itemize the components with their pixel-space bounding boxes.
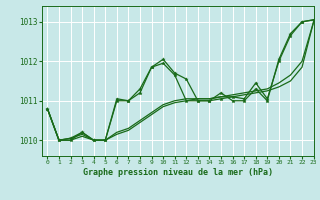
X-axis label: Graphe pression niveau de la mer (hPa): Graphe pression niveau de la mer (hPa) [83, 168, 273, 177]
